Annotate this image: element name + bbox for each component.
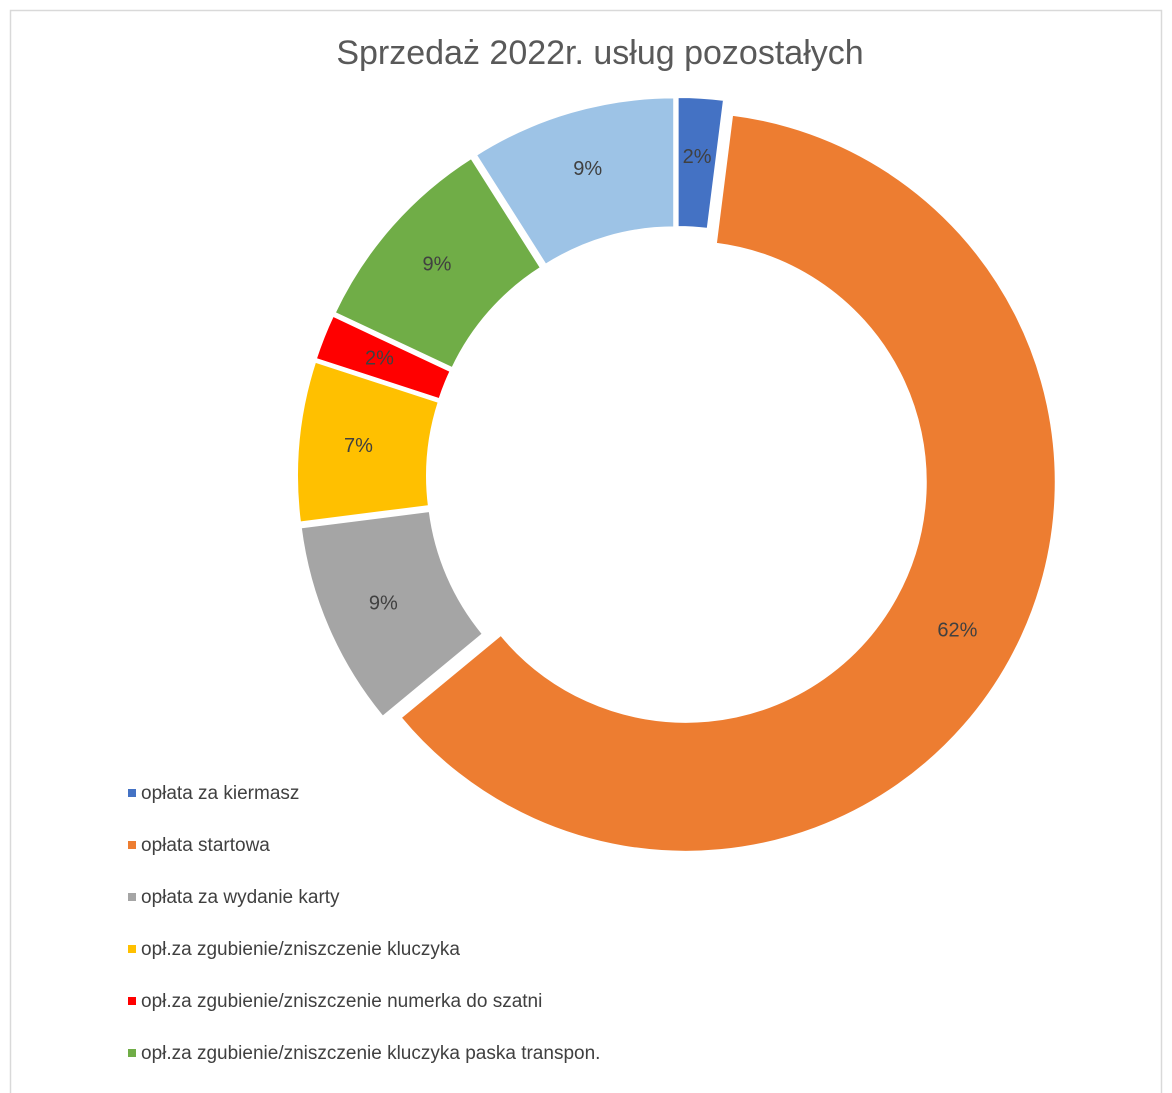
chart-title: Sprzedaż 2022r. usług pozostałych bbox=[336, 34, 863, 72]
legend-entry: opłata za kiermasz bbox=[128, 780, 600, 807]
legend-entry: opł.za zgubienie/zniszczenie kluczyka pa… bbox=[128, 1040, 600, 1067]
slice bbox=[399, 113, 1057, 853]
legend-marker bbox=[128, 945, 136, 953]
slice bbox=[333, 156, 543, 370]
legend-entry: opł.za zgubienie/zniszczenie kluczyka bbox=[128, 936, 600, 963]
data-label: 2% bbox=[365, 347, 394, 369]
slice bbox=[676, 96, 726, 231]
legend-label: opłata za wydanie karty bbox=[141, 887, 340, 908]
legend-label: opłata za kiermasz bbox=[141, 783, 300, 804]
legend-entry: opł.za zgubienie/zniszczenie numerka do … bbox=[128, 988, 600, 1015]
legend-label: opł.za zgubienie/zniszczenie kluczyka pa… bbox=[141, 1043, 601, 1064]
legend-entry: opłata startowa bbox=[128, 832, 600, 859]
data-label: 9% bbox=[369, 592, 398, 614]
slice bbox=[474, 96, 676, 267]
data-label: 7% bbox=[344, 435, 373, 457]
legend-marker bbox=[128, 1049, 136, 1057]
legend-label: opł.za zgubienie/zniszczenie numerka do … bbox=[141, 991, 543, 1012]
data-label: 2% bbox=[683, 146, 712, 168]
legend-marker bbox=[128, 997, 136, 1005]
legend-marker bbox=[128, 893, 136, 901]
legend-marker bbox=[128, 841, 136, 849]
slice bbox=[296, 360, 441, 524]
data-label: 9% bbox=[573, 158, 602, 180]
legend: opłata za kiermasz opłata startowa opłata … bbox=[128, 780, 600, 1092]
legend-marker bbox=[128, 789, 136, 797]
slice bbox=[299, 509, 485, 719]
legend-label: opłata startowa bbox=[141, 835, 270, 856]
legend-label: opł.za zgubienie/zniszczenie kluczyka bbox=[141, 939, 460, 960]
data-label: 62% bbox=[937, 619, 977, 641]
frame bbox=[9, 9, 1163, 1093]
legend-entry: opłata za wydanie karty bbox=[128, 884, 600, 911]
data-label: 9% bbox=[423, 254, 452, 276]
slice bbox=[314, 314, 452, 401]
